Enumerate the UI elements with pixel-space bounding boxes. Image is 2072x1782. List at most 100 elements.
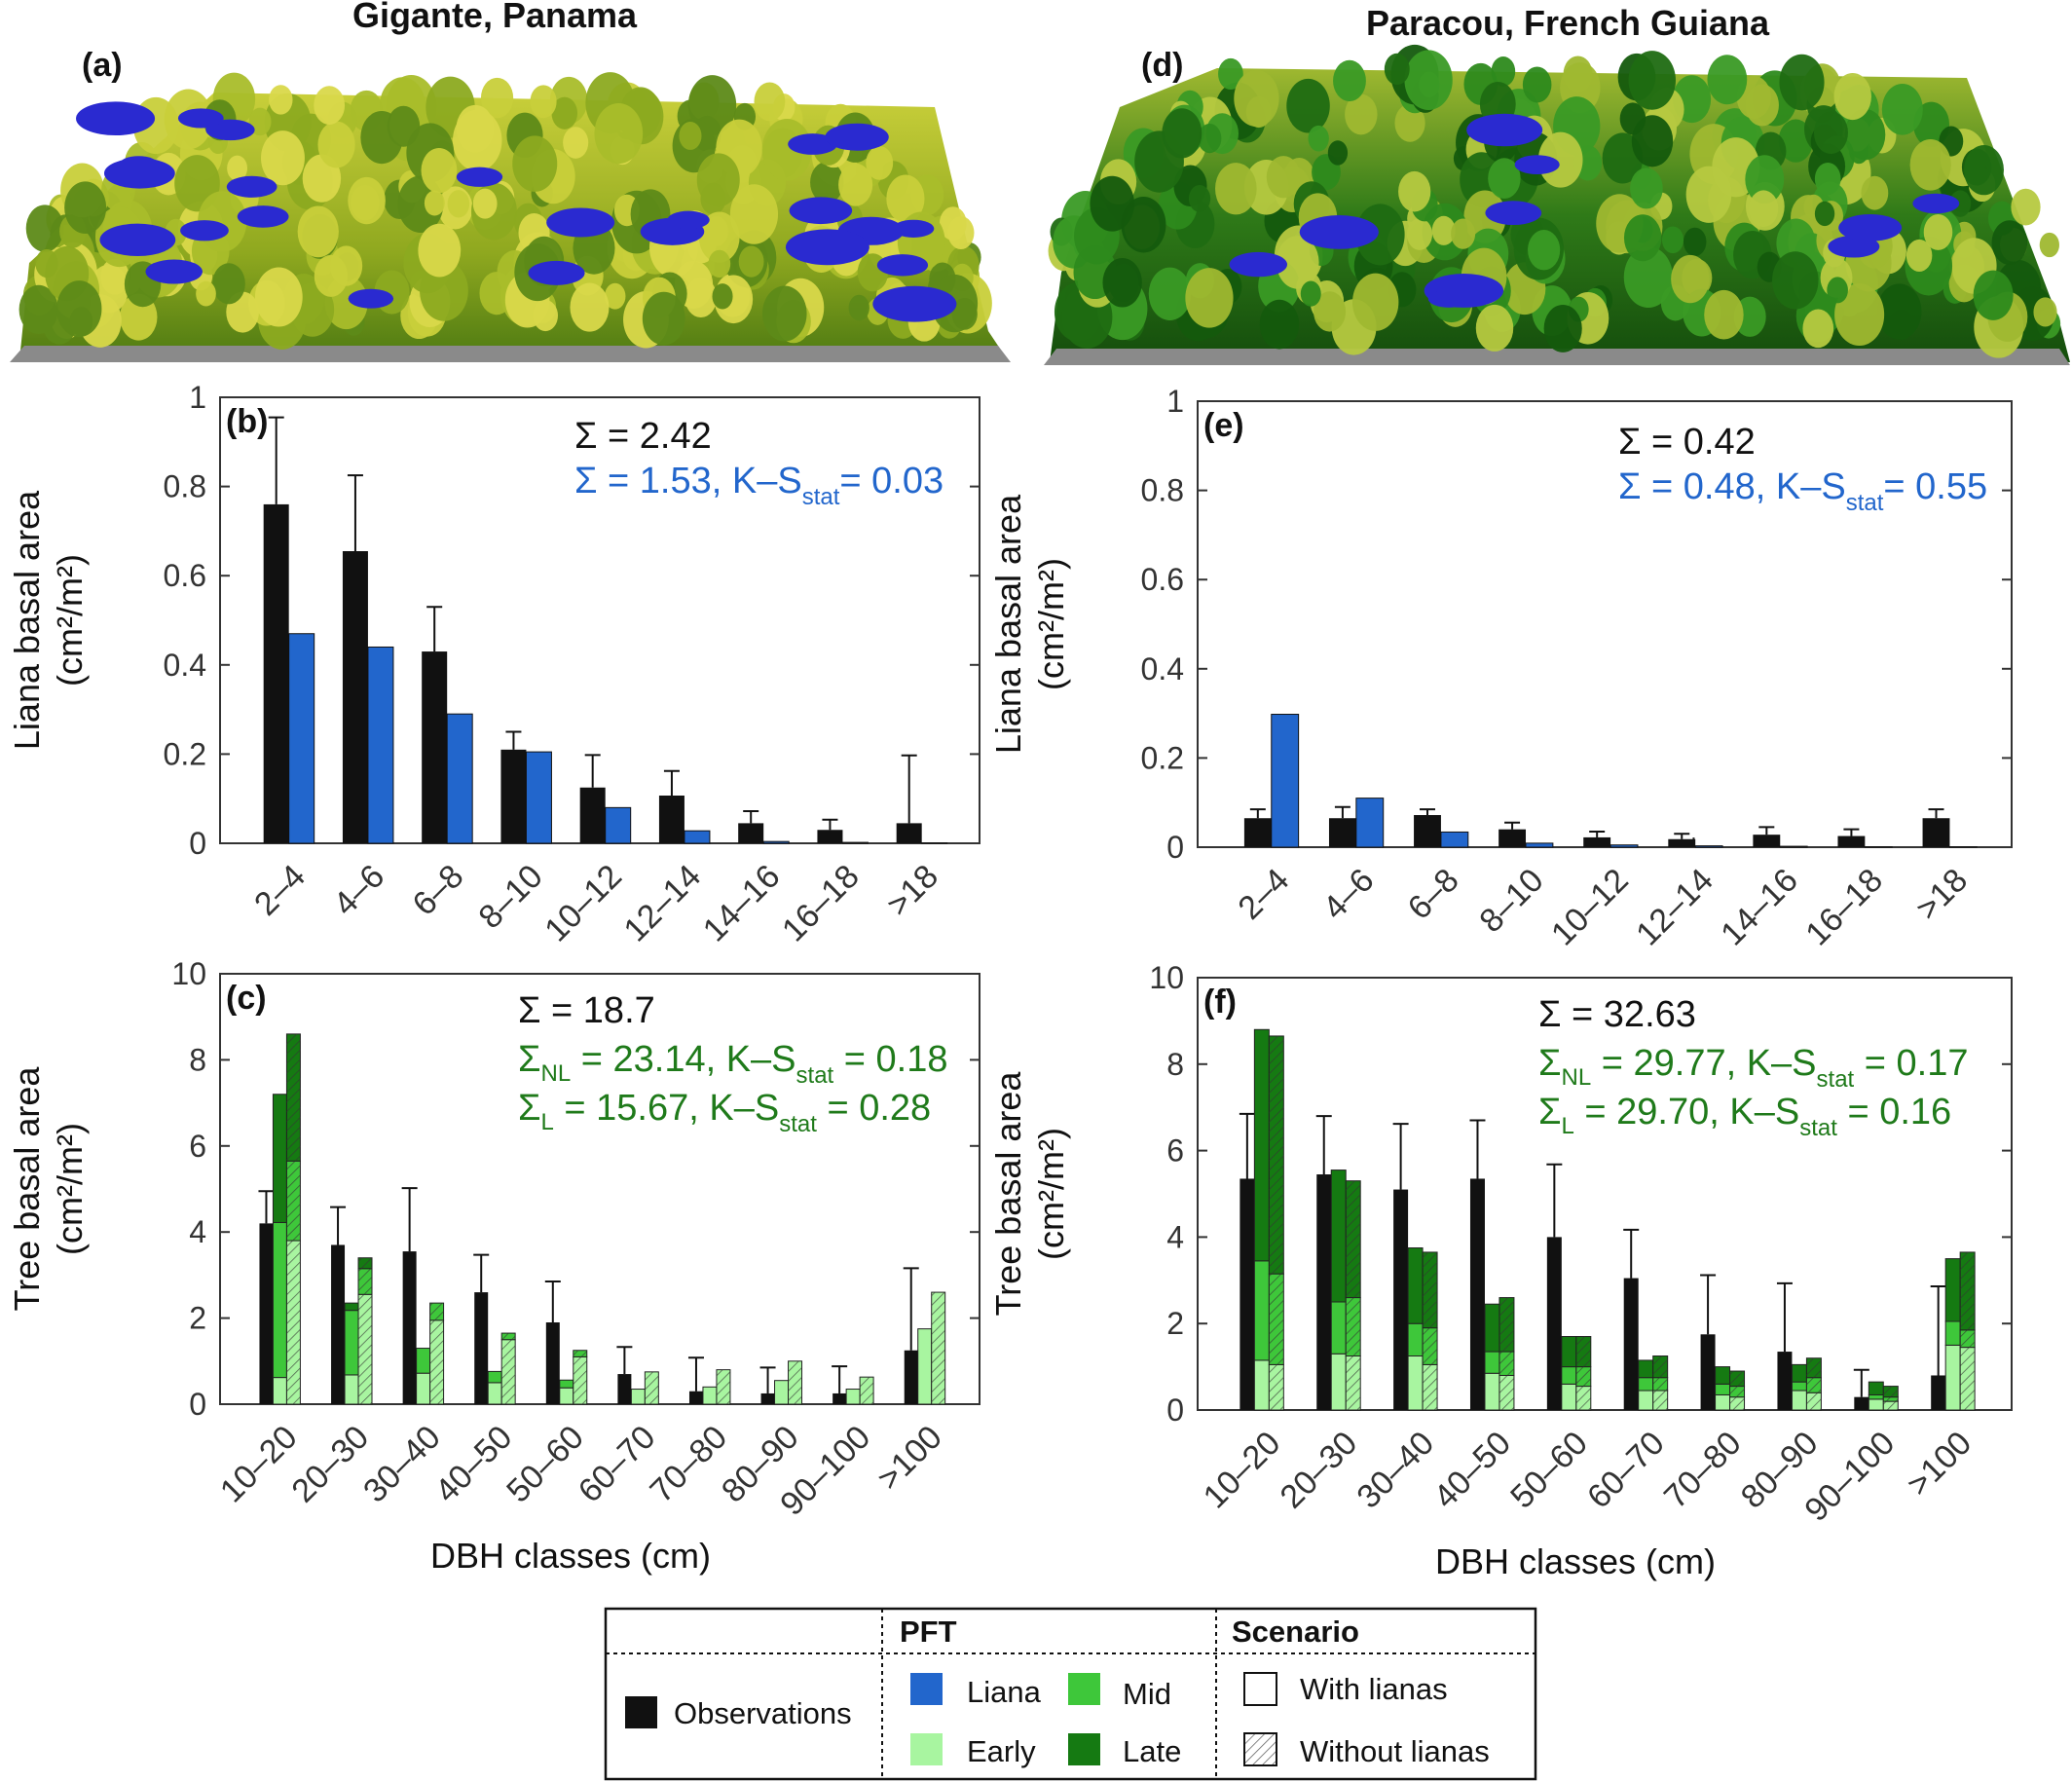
x-tick-label: 40–50 — [428, 1419, 520, 1510]
bar-observations — [658, 795, 684, 843]
tree-crown — [35, 248, 58, 278]
tree-crown — [1628, 51, 1676, 110]
bar-observations — [1240, 1178, 1255, 1410]
tree-crown — [456, 104, 495, 153]
tree-crown — [512, 135, 558, 192]
bar-observations — [1393, 1189, 1409, 1410]
tree-crown — [886, 174, 925, 223]
sum-annotation: ΣL = 15.67, K–Sstat = 0.28 — [518, 1088, 931, 1137]
y-tick-label: 10 — [171, 956, 206, 991]
tree-crown — [1259, 299, 1300, 350]
bar-observations — [1469, 1178, 1485, 1410]
liana-crown — [1485, 201, 1542, 226]
panel-label: (c) — [226, 980, 267, 1017]
bar-liana — [525, 751, 552, 844]
x-tick-label: 20–30 — [284, 1419, 376, 1510]
liana-crown — [1514, 155, 1560, 174]
x-tick-label: 10–12 — [537, 858, 629, 949]
bar-observations — [896, 823, 922, 843]
x-tick-label: 10–12 — [1544, 862, 1636, 953]
bar-hatch — [1883, 1401, 1899, 1410]
tree-crown — [1308, 125, 1329, 152]
liana-crown — [667, 210, 710, 230]
y-tick-label: 0.8 — [164, 469, 206, 504]
tree-crown — [1431, 215, 1456, 245]
y-tick-label: 0.6 — [164, 558, 206, 593]
bar-observations — [1316, 1174, 1332, 1410]
bar-observations — [1700, 1334, 1716, 1410]
x-tick-label: 2–4 — [247, 858, 313, 923]
y-tick-label: 10 — [1149, 960, 1184, 995]
bar-late-with-lianas — [1638, 1359, 1654, 1379]
bar-mid-with-lianas — [487, 1370, 502, 1384]
y-axis-unit: (cm²/m²) — [1031, 1128, 1071, 1260]
tree-crown — [317, 121, 355, 168]
tree-crown — [269, 85, 293, 115]
bar-observations — [832, 1392, 847, 1404]
tree-crown — [314, 86, 346, 125]
y-tick-label: 0.2 — [1141, 740, 1184, 775]
tree-crown — [604, 282, 626, 310]
y-axis-unit: (cm²/m²) — [50, 554, 90, 687]
tree-crown — [1745, 84, 1779, 127]
bar-observations — [738, 823, 764, 843]
x-tick-label: 60–70 — [572, 1419, 663, 1510]
bar-observations — [422, 651, 448, 843]
tree-crown — [708, 249, 731, 278]
bar-liana — [841, 841, 869, 844]
tree-crown — [838, 163, 873, 206]
bar-liana — [1779, 845, 1808, 848]
tree-crown — [480, 77, 514, 119]
liana-crown — [237, 205, 289, 228]
tree-crown — [1286, 78, 1330, 133]
liana-crown — [825, 123, 889, 151]
tree-crown — [1543, 304, 1582, 353]
bar-observations — [1753, 835, 1781, 847]
x-tick-label: 60–70 — [1580, 1425, 1672, 1516]
bar-early-with-lianas — [272, 1377, 287, 1405]
bar-early-with-lianas — [845, 1389, 861, 1405]
bar-liana — [684, 830, 711, 844]
bar-observations — [1777, 1352, 1793, 1410]
bar-hatch — [501, 1339, 516, 1404]
legend-swatch-late — [1068, 1733, 1100, 1765]
tree-crown — [1300, 280, 1321, 307]
bar-hatch — [1269, 1364, 1284, 1410]
bar-hatch — [1652, 1355, 1668, 1378]
bar-liana — [288, 633, 315, 844]
bar-liana — [367, 646, 394, 844]
bar-hatch — [1806, 1377, 1822, 1393]
x-tick-label: 70–80 — [1657, 1425, 1749, 1516]
y-tick-label: 0.4 — [164, 648, 206, 683]
bar-observations — [1546, 1237, 1562, 1410]
bar-observations — [1623, 1278, 1639, 1410]
legend-swatch-early — [910, 1733, 943, 1765]
bar-observations — [1243, 818, 1272, 847]
bar-observations — [263, 503, 289, 843]
tree-crown — [642, 291, 685, 346]
tree-crown — [1185, 268, 1234, 328]
tree-crown — [1844, 109, 1886, 161]
bar-liana — [446, 713, 473, 844]
legend-swatch-mid — [1068, 1673, 1100, 1705]
bar-hatch — [1498, 1297, 1514, 1353]
x-tick-label: 10–20 — [1197, 1425, 1288, 1516]
bar-hatch — [788, 1360, 802, 1404]
liana-crown — [1229, 251, 1287, 278]
bar-late-with-lianas — [1561, 1336, 1577, 1368]
tree-crown — [1475, 304, 1514, 352]
bar-mid-with-lianas — [1484, 1351, 1500, 1374]
bar-late-with-lianas — [344, 1302, 359, 1312]
legend-label-mid: Mid — [1123, 1677, 1171, 1711]
y-tick-label: 6 — [1166, 1133, 1184, 1169]
tree-crown — [254, 267, 303, 327]
tree-crown — [1745, 155, 1785, 204]
y-tick-label: 8 — [1166, 1047, 1184, 1082]
tree-crown — [1623, 246, 1674, 309]
liana-crown — [145, 259, 203, 284]
legend-label-early: Early — [967, 1734, 1036, 1768]
tree-crown — [570, 282, 610, 332]
sum-annotation: ΣL = 29.70, K–Sstat = 0.16 — [1538, 1092, 1951, 1141]
bar-hatch — [1960, 1347, 1976, 1410]
bar-hatch — [1498, 1352, 1514, 1376]
